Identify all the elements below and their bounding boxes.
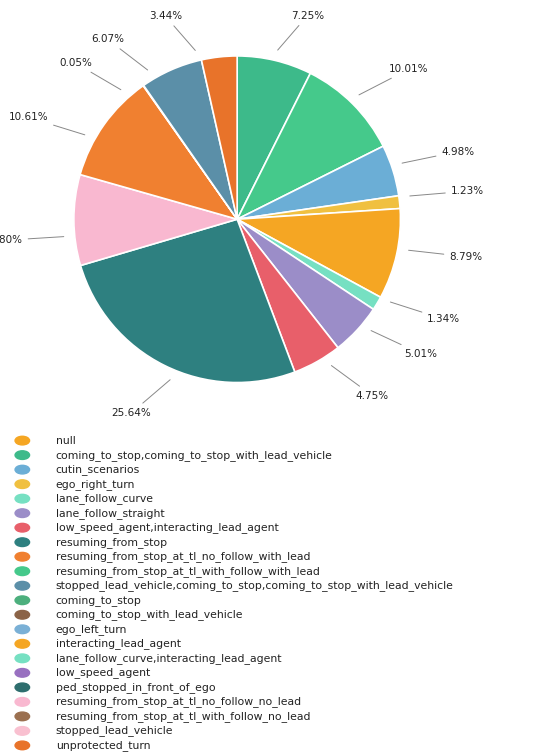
Text: 0.05%: 0.05% [59,58,121,90]
Text: low_speed_agent,interacting_lead_agent: low_speed_agent,interacting_lead_agent [56,522,278,533]
Text: lane_follow_curve,interacting_lead_agent: lane_follow_curve,interacting_lead_agent [56,653,281,664]
Circle shape [15,654,30,663]
Text: resuming_from_stop_at_tl_no_follow_no_lead: resuming_from_stop_at_tl_no_follow_no_le… [56,696,301,708]
Text: low_speed_agent: low_speed_agent [56,668,150,678]
Text: 4.75%: 4.75% [331,366,389,401]
Wedge shape [237,73,383,219]
Text: stopped_lead_vehicle,coming_to_stop,coming_to_stop_with_lead_vehicle: stopped_lead_vehicle,coming_to_stop,comi… [56,581,454,591]
Circle shape [15,581,30,590]
Wedge shape [237,219,381,309]
Wedge shape [237,56,310,219]
Circle shape [15,451,30,460]
Wedge shape [237,209,401,297]
Circle shape [15,436,30,445]
Circle shape [15,668,30,677]
Wedge shape [237,196,400,219]
Circle shape [15,480,30,488]
Circle shape [15,625,30,634]
Text: resuming_from_stop_at_tl_no_follow_with_lead: resuming_from_stop_at_tl_no_follow_with_… [56,551,310,562]
Wedge shape [80,219,295,383]
Circle shape [15,538,30,547]
Text: 5.01%: 5.01% [371,330,437,358]
Wedge shape [237,219,338,372]
Text: cutin_scenarios: cutin_scenarios [56,464,140,475]
Circle shape [15,698,30,706]
Wedge shape [143,60,237,219]
Text: ped_stopped_in_front_of_ego: ped_stopped_in_front_of_ego [56,682,215,692]
Text: coming_to_stop: coming_to_stop [56,595,142,606]
Circle shape [15,494,30,503]
Circle shape [15,610,30,619]
Text: coming_to_stop,coming_to_stop_with_lead_vehicle: coming_to_stop,coming_to_stop_with_lead_… [56,450,333,460]
Text: coming_to_stop_with_lead_vehicle: coming_to_stop_with_lead_vehicle [56,609,243,620]
Text: 1.34%: 1.34% [391,302,460,324]
Text: unprotected_turn: unprotected_turn [56,740,150,751]
Text: interacting_lead_agent: interacting_lead_agent [56,638,181,649]
Text: lane_follow_curve: lane_follow_curve [56,493,153,504]
Text: null: null [56,435,75,445]
Circle shape [15,741,30,750]
Text: lane_follow_straight: lane_follow_straight [56,508,165,519]
Circle shape [15,465,30,474]
Circle shape [15,712,30,720]
Text: 8.79%: 8.79% [408,250,483,262]
Circle shape [15,567,30,575]
Text: resuming_from_stop_at_tl_with_follow_with_lead: resuming_from_stop_at_tl_with_follow_wit… [56,565,320,577]
Circle shape [15,640,30,648]
Text: 1.23%: 1.23% [410,186,484,196]
Circle shape [15,596,30,605]
Text: 6.07%: 6.07% [91,34,148,70]
Text: 10.61%: 10.61% [8,113,85,135]
Text: stopped_lead_vehicle: stopped_lead_vehicle [56,726,174,736]
Circle shape [15,553,30,561]
Wedge shape [201,56,237,219]
Text: 8.80%: 8.80% [0,235,64,245]
Text: resuming_from_stop: resuming_from_stop [56,537,167,547]
Wedge shape [80,85,237,219]
Wedge shape [143,85,237,219]
Wedge shape [237,219,373,348]
Text: 25.64%: 25.64% [112,380,170,418]
Wedge shape [74,175,237,265]
Text: 4.98%: 4.98% [402,147,474,163]
Circle shape [15,683,30,692]
Wedge shape [237,146,399,219]
Text: 10.01%: 10.01% [359,64,429,94]
Text: 3.44%: 3.44% [148,11,195,51]
Circle shape [15,509,30,518]
Text: resuming_from_stop_at_tl_with_follow_no_lead: resuming_from_stop_at_tl_with_follow_no_… [56,711,310,722]
Text: ego_right_turn: ego_right_turn [56,479,135,490]
Circle shape [15,727,30,736]
Text: 7.25%: 7.25% [278,11,324,50]
Text: ego_left_turn: ego_left_turn [56,624,127,635]
Circle shape [15,523,30,532]
